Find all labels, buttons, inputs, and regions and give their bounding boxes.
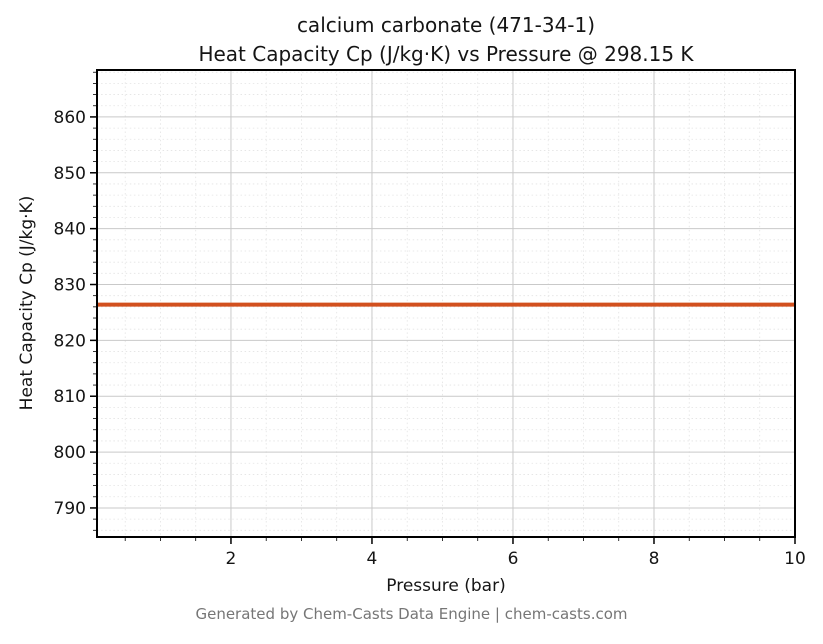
plot-border (96, 69, 796, 538)
y-tick-label: 800 (54, 443, 86, 463)
y-tick-label: 810 (54, 387, 86, 407)
x-tick-label: 4 (367, 549, 378, 569)
footer-credit: Generated by Chem-Casts Data Engine | ch… (195, 605, 628, 623)
chart-title-line1: calcium carbonate (471-34-1) (296, 13, 596, 37)
y-axis-label: Heat Capacity Cp (J/kg·K) (17, 195, 37, 411)
y-tick-label: 850 (54, 164, 86, 184)
chart-title: calcium carbonate (471-34-1) Heat Capaci… (97, 11, 795, 69)
x-tick-label: 10 (784, 549, 806, 569)
y-tick-label: 830 (54, 276, 86, 296)
y-tick-label: 790 (54, 499, 86, 519)
x-tick-label: 6 (508, 549, 519, 569)
chart-title-line2: Heat Capacity Cp (J/kg·K) vs Pressure @ … (198, 42, 694, 66)
x-tick-label: 2 (226, 549, 237, 569)
x-tick-label: 8 (649, 549, 660, 569)
x-axis-label: Pressure (bar) (386, 576, 506, 596)
y-tick-label: 820 (54, 331, 86, 351)
y-tick-label: 840 (54, 220, 86, 240)
y-tick-label: 860 (54, 108, 86, 128)
